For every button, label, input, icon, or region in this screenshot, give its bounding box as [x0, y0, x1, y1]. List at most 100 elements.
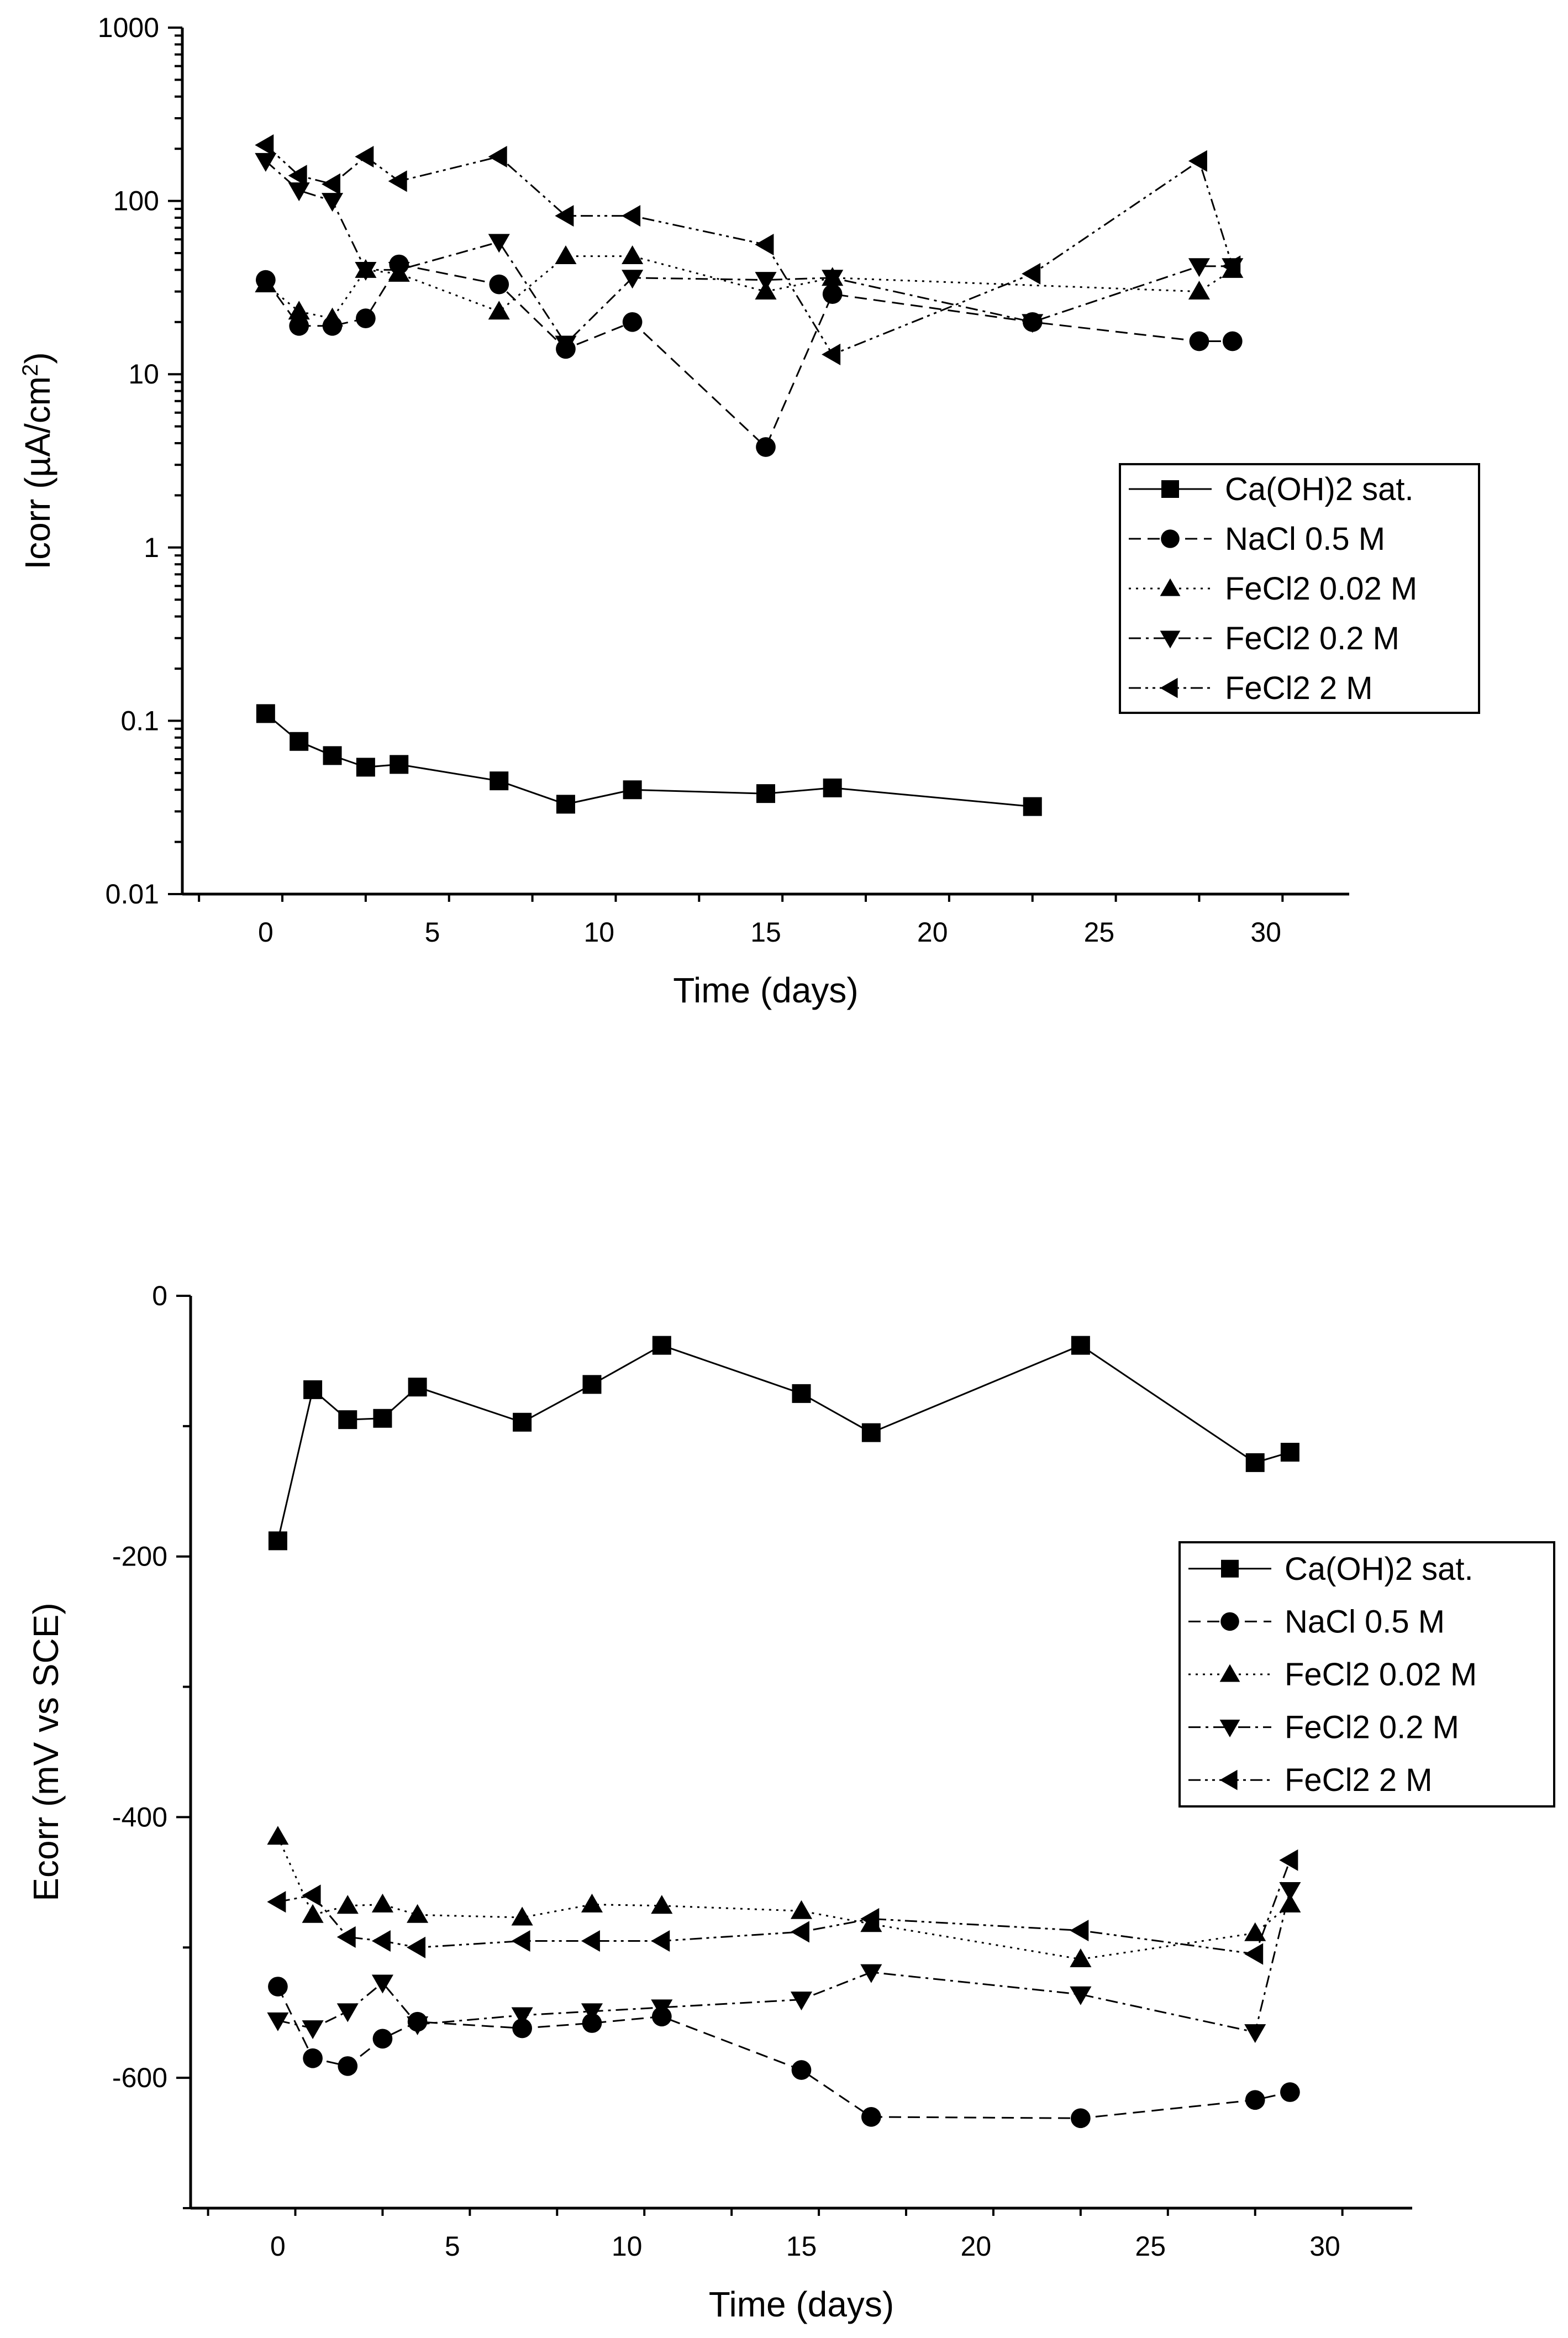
data-point	[581, 2003, 603, 2022]
data-point	[651, 1999, 673, 2019]
x-tick-label: 5	[445, 2231, 460, 2262]
legend: Ca(OH)2 sat. NaCl 0.5 M FeCl2 0.02 M FeCl2 …	[1178, 1541, 1555, 1808]
data-point	[860, 1964, 882, 1983]
data-point	[302, 1904, 324, 1923]
data-point	[336, 1895, 359, 1914]
data-point	[373, 1409, 392, 1428]
legend-label: Ca(OH)2 sat.	[1225, 471, 1414, 507]
data-point	[622, 205, 641, 227]
data-point	[791, 2060, 812, 2080]
data-point	[622, 270, 644, 289]
data-point	[321, 193, 344, 212]
data-point	[581, 1930, 600, 1952]
x-tick-label: 15	[750, 917, 781, 948]
data-point	[303, 2048, 323, 2068]
data-point	[355, 261, 377, 281]
x-tick-label: 30	[1309, 2231, 1340, 2262]
series-line	[277, 1890, 1291, 2034]
x-axis-title: Time (days)	[709, 2284, 894, 2324]
legend-label: FeCl2 0.2 M	[1225, 621, 1399, 656]
x-tick-label: 15	[786, 2231, 817, 2262]
legend-label: FeCl2 2 M	[1225, 670, 1373, 706]
y-tick-label: 1000	[98, 12, 159, 43]
data-point	[255, 134, 274, 156]
y-tick-label: 1	[144, 532, 159, 563]
data-point	[582, 2013, 602, 2033]
data-point	[1022, 314, 1044, 333]
series-line	[277, 1836, 1291, 1961]
x-tick-label: 30	[1250, 917, 1281, 948]
legend-marker	[1220, 1612, 1239, 1631]
data-point	[756, 437, 776, 457]
data-point	[1070, 1986, 1092, 2005]
data-point	[1071, 2108, 1091, 2129]
x-tick-label: 0	[270, 2231, 286, 2262]
x-tick-label: 10	[583, 917, 614, 948]
data-point	[372, 2029, 393, 2049]
data-point	[371, 1893, 393, 1913]
data-point	[336, 1926, 356, 1948]
data-point	[1279, 1849, 1298, 1871]
chart-2: 0 5 10 15 20 25 30 0 -200 -400 -600 Time (days) Ecor…	[26, 1280, 1555, 2324]
data-point	[1070, 1920, 1089, 1942]
series-4	[255, 153, 1244, 355]
data-point	[822, 343, 841, 366]
data-point	[622, 245, 644, 265]
data-point	[513, 1412, 532, 1432]
data-point	[488, 234, 510, 253]
data-point	[1022, 262, 1041, 285]
data-point	[755, 272, 777, 291]
data-point	[407, 2016, 429, 2035]
data-point	[1070, 1948, 1092, 1967]
series-5	[267, 1849, 1298, 1965]
series-line	[265, 160, 1233, 345]
data-point	[1222, 255, 1241, 277]
data-point	[490, 771, 509, 791]
data-point	[289, 316, 309, 336]
legend-label: FeCl2 0.2 M	[1285, 1710, 1459, 1746]
data-point	[1280, 1443, 1299, 1462]
data-point	[288, 182, 310, 202]
data-point	[1245, 1453, 1265, 1472]
legend: Ca(OH)2 sat. NaCl 0.5 M FeCl2 0.02 M FeCl2 …	[1119, 463, 1480, 714]
data-point	[1279, 1882, 1301, 1901]
chart-1: 0 5 10 15 20 25 30 0.01 0.1 1 10 100 1000 Time (days)…	[18, 12, 1480, 1010]
data-point	[488, 301, 510, 320]
y-tick-label: 0	[152, 1280, 167, 1311]
data-point	[255, 274, 277, 293]
data-point	[388, 261, 410, 281]
x-tick-label: 0	[258, 917, 273, 948]
data-point	[407, 1904, 429, 1923]
y-axis-title: Icorr (µA/cm2)	[18, 352, 57, 569]
data-point	[267, 1826, 289, 1845]
y-tick-label: -600	[112, 2062, 167, 2093]
legend-marker	[1161, 529, 1180, 548]
data-point	[338, 1410, 357, 1430]
data-point	[755, 234, 774, 256]
data-point	[555, 335, 577, 355]
legend-label: NaCl 0.5 M	[1285, 1604, 1445, 1640]
data-point	[1245, 2090, 1265, 2110]
data-point	[267, 1891, 286, 1913]
data-point	[1279, 1893, 1301, 1913]
y-tick-label: -200	[112, 1541, 167, 1572]
y-tick-label: -400	[112, 1801, 167, 1832]
series-5	[255, 134, 1241, 366]
data-point	[792, 1384, 811, 1403]
data-point	[790, 1921, 809, 1943]
data-point	[336, 2003, 359, 2022]
series-line	[265, 713, 1033, 808]
data-point	[321, 307, 344, 327]
legend-marker	[1219, 1720, 1240, 1737]
data-point	[651, 1930, 670, 1952]
data-point	[1188, 150, 1207, 172]
data-point	[1244, 1922, 1266, 1941]
data-point	[321, 173, 340, 195]
data-point	[511, 1930, 530, 1952]
data-point	[756, 784, 775, 803]
series-line	[265, 255, 1233, 319]
y-tick-label: 0.01	[106, 879, 159, 910]
data-point	[303, 1380, 323, 1399]
series-2	[268, 1977, 1300, 2129]
